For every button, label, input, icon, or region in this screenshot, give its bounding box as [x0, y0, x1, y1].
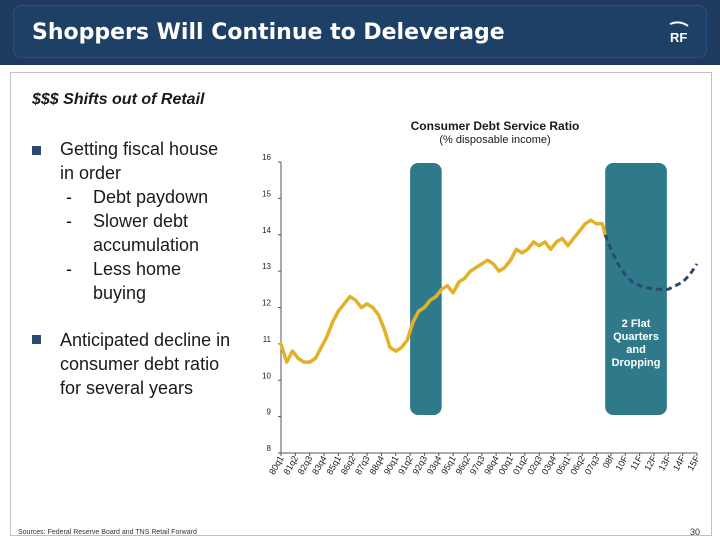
bullet-marker-1 [32, 146, 41, 155]
bullet-1-line-2: in order [60, 163, 122, 183]
sub-item-less-home-cont: buying [93, 283, 147, 303]
actual-series-line [279, 218, 607, 364]
x-tick-label: 11F [628, 454, 644, 472]
y-tick-label: 14 [262, 226, 271, 235]
x-tick-label: 15F [685, 454, 702, 473]
sub-dash-2: - [66, 211, 72, 231]
sub-item-slower-debt-cont: accumulation [93, 235, 200, 255]
bullet-2-line-3: for several years [60, 378, 194, 398]
section-subtitle: $$$ Shifts out of Retail [32, 91, 205, 108]
region-annotation-line: 2 Flat [622, 318, 651, 330]
content-frame [10, 72, 712, 536]
bullet-1-line-1: Getting fiscal house [60, 139, 219, 159]
x-tick-label: 12F [642, 454, 659, 473]
y-tick-label: 16 [262, 153, 271, 162]
sub-dash-1: - [66, 187, 72, 207]
region-annotation-line: Quarters [613, 331, 659, 343]
sub-dash-3: - [66, 259, 72, 279]
shaded-region-2 [605, 163, 667, 415]
bullet-marker-2 [32, 335, 41, 344]
region-annotation-line: and [626, 344, 646, 356]
source-note: Sources: Federal Reserve Board and TNS R… [18, 529, 197, 536]
sub-item-debt-paydown: Debt paydown [93, 187, 209, 207]
sub-item-less-home: Less home [93, 259, 182, 279]
y-tick-label: 10 [262, 371, 271, 380]
region-annotation-line: Dropping [612, 357, 661, 369]
y-tick-label: 11 [263, 335, 272, 344]
shaded-region-1 [410, 163, 442, 415]
y-tick-label: 13 [262, 262, 271, 271]
chart-subtitle: (% disposable income) [439, 134, 551, 146]
forecast-series-line [603, 234, 699, 291]
y-tick-label: 15 [262, 189, 271, 198]
logo-text: RF [670, 30, 687, 45]
x-tick-label: 13F [657, 454, 674, 473]
x-tick-label: 14F [671, 454, 688, 473]
title-bar [13, 5, 707, 58]
y-tick-label: 12 [262, 299, 271, 308]
bullet-2-line-2: consumer debt ratio [60, 354, 220, 374]
y-tick-label: 8 [267, 444, 272, 453]
chart-title: Consumer Debt Service Ratio [410, 119, 580, 133]
bullet-2-line-1: Anticipated decline in [60, 330, 231, 350]
y-tick-label: 9 [267, 408, 272, 417]
slide-title: Shoppers Will Continue to Deleverage [32, 20, 505, 45]
x-tick-label: 07q3 [583, 454, 602, 476]
sub-item-slower-debt: Slower debt [93, 211, 189, 231]
company-logo: RF [669, 21, 689, 45]
page-number: 30 [690, 527, 701, 537]
x-tick-label: 10F [614, 454, 631, 473]
